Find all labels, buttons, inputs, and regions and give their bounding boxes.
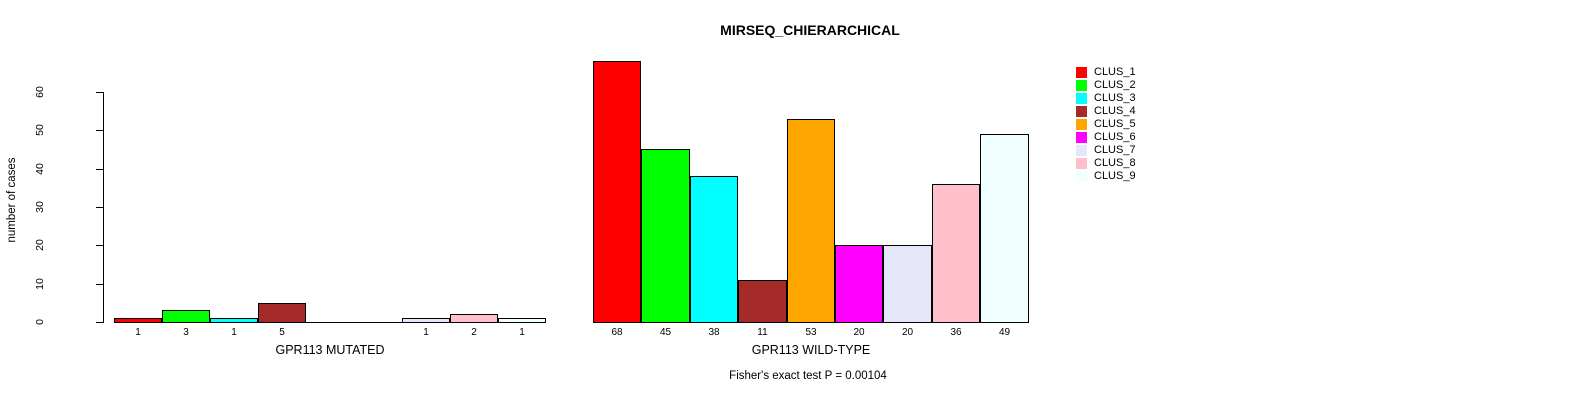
bar-clus_3 (210, 318, 258, 323)
y-axis-label: number of cases (6, 157, 18, 243)
bar-clus_1 (593, 61, 641, 323)
legend-label: CLUS_7 (1094, 144, 1136, 156)
legend-label: CLUS_9 (1094, 170, 1136, 182)
bar-clus_4 (258, 303, 306, 323)
y-tick-label: 50 (34, 124, 46, 136)
y-tick-label: 10 (34, 278, 46, 290)
legend-item: CLUS_9 (1076, 170, 1136, 183)
bar-value-label: 1 (231, 327, 237, 338)
bar-value-label: 49 (998, 327, 1011, 338)
legend-swatch-clus_2 (1076, 80, 1087, 91)
legend-swatch-clus_6 (1076, 132, 1087, 143)
legend: CLUS_1 CLUS_2 CLUS_3 CLUS_4 CLUS_5 CLUS_6 CLUS… (1076, 66, 1136, 183)
bar-clus_2 (162, 310, 210, 323)
legend-item: CLUS_4 (1076, 105, 1136, 118)
bar-value-label: 1 (135, 327, 141, 338)
legend-item: CLUS_5 (1076, 118, 1136, 131)
y-tick (96, 169, 103, 170)
bar-value-label: 1 (519, 327, 525, 338)
bar-clus_8 (932, 184, 980, 323)
legend-swatch-clus_5 (1076, 119, 1087, 130)
legend-label: CLUS_4 (1094, 105, 1136, 117)
bar-value-label: 20 (901, 327, 914, 338)
bar-clus_3 (690, 176, 738, 323)
legend-label: CLUS_3 (1094, 92, 1136, 104)
bar-clus_1 (114, 318, 162, 323)
y-tick (96, 284, 103, 285)
annotation-text: Fisher's exact test P = 0.00104 (729, 370, 887, 382)
legend-item: CLUS_6 (1076, 131, 1136, 144)
y-tick (96, 322, 103, 323)
y-tick (96, 92, 103, 93)
bar-clus_8 (450, 314, 498, 323)
legend-item: CLUS_7 (1076, 144, 1136, 157)
bar-value-label: 68 (611, 327, 623, 338)
legend-label: CLUS_2 (1094, 79, 1136, 91)
y-tick (96, 130, 103, 131)
x-axis-label-wildtype: GPR113 WILD-TYPE (751, 343, 871, 357)
legend-swatch-clus_7 (1076, 145, 1087, 156)
legend-swatch-clus_9 (1076, 171, 1087, 182)
legend-swatch-clus_8 (1076, 158, 1087, 169)
bar-value-label: 2 (471, 327, 477, 338)
group-baseline (114, 322, 546, 323)
y-tick-label: 40 (34, 163, 46, 175)
y-tick (96, 245, 103, 246)
y-tick-label: 60 (34, 86, 46, 98)
y-tick-label: 20 (34, 239, 46, 251)
bar-clus_4 (738, 280, 787, 323)
bar-value-label: 1 (423, 327, 429, 338)
bar-clus_7 (402, 318, 450, 323)
bar-value-label: 38 (708, 327, 720, 338)
legend-swatch-clus_3 (1076, 93, 1087, 104)
legend-label: CLUS_8 (1094, 157, 1136, 169)
legend-item: CLUS_2 (1076, 79, 1136, 92)
legend-swatch-clus_4 (1076, 106, 1087, 117)
chart-title: MIRSEQ_CHIERARCHICAL (720, 22, 900, 38)
bar-value-label: 5 (279, 327, 285, 338)
bar-value-label: 3 (183, 327, 189, 338)
legend-item: CLUS_8 (1076, 157, 1136, 170)
legend-label: CLUS_1 (1094, 66, 1136, 78)
bar-clus_9 (980, 134, 1029, 323)
bar-value-label: 36 (950, 327, 962, 338)
bar-value-label: 11 (757, 327, 768, 338)
legend-item: CLUS_3 (1076, 92, 1136, 105)
bar-clus_2 (641, 149, 690, 323)
legend-swatch-clus_1 (1076, 67, 1087, 78)
y-tick (96, 207, 103, 208)
bar-clus_6 (835, 245, 883, 323)
y-axis-line (103, 92, 104, 323)
bar-clus_9 (498, 318, 546, 323)
bar-value-label: 53 (805, 327, 817, 338)
bar-clus_7 (883, 245, 932, 323)
legend-label: CLUS_5 (1094, 118, 1136, 130)
legend-label: CLUS_6 (1094, 131, 1136, 143)
bar-value-label: 20 (853, 327, 865, 338)
bar-clus_5 (787, 119, 835, 323)
y-tick-label: 0 (34, 319, 46, 325)
y-tick-label: 30 (34, 201, 46, 213)
legend-item: CLUS_1 (1076, 66, 1136, 79)
x-axis-label-mutated: GPR113 MUTATED (275, 343, 385, 357)
bar-value-label: 45 (659, 327, 672, 338)
